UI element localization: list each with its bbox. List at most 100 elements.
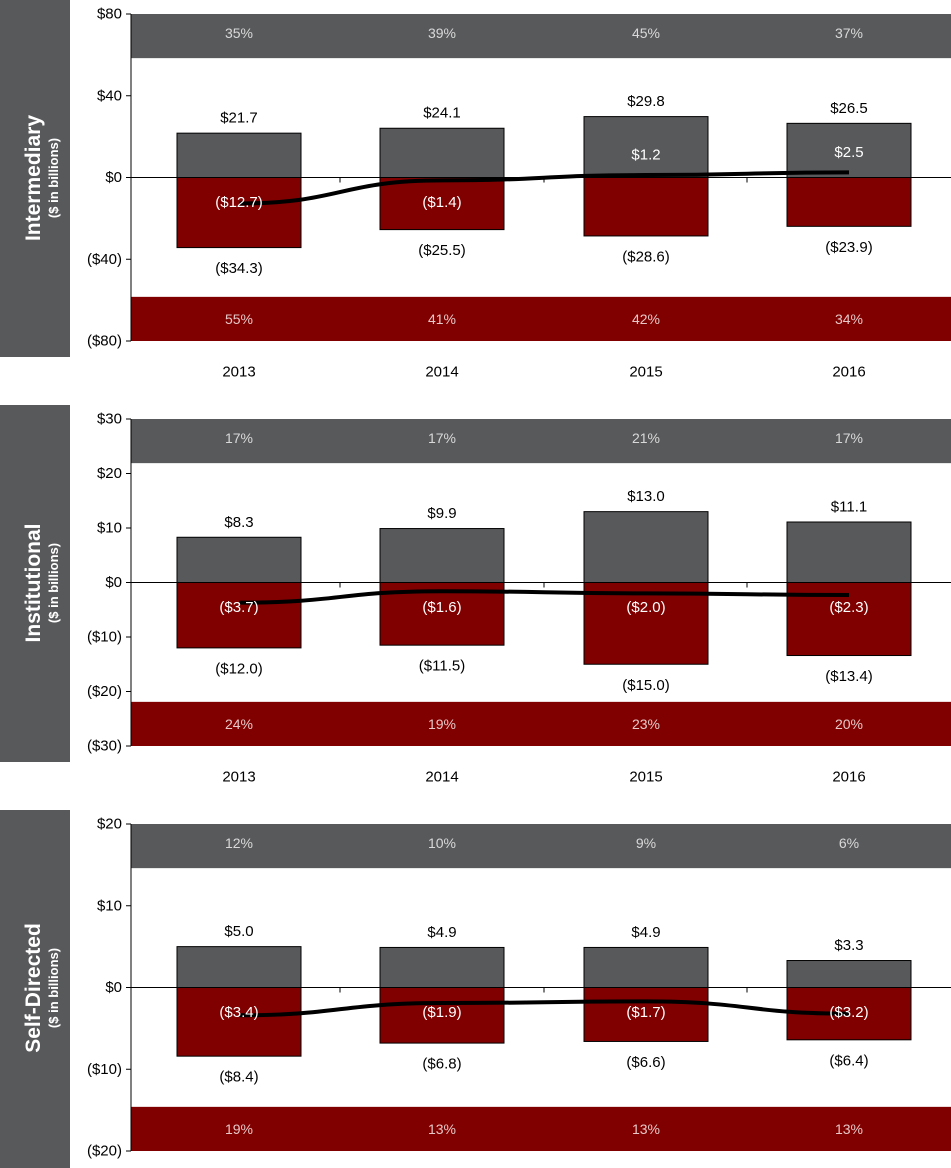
top-share-band [131,419,951,464]
negative-bar [176,177,302,249]
net-value-label: ($12.7) [215,194,263,211]
negative-bar [583,177,709,237]
side-label-svg: Institutional ($ in billions) [22,524,61,643]
net-value-label: ($2.3) [829,599,868,616]
panel-subtitle: ($ in billions) [46,138,61,218]
side-label-svg: Self-Directed ($ in billions) [22,923,61,1053]
y-tick-label: $30 [97,411,122,428]
panel-subtitle: ($ in billions) [46,543,61,623]
positive-value-label: $3.3 [834,937,863,954]
bottom-share-label: 23% [632,716,660,732]
top-share-label: 17% [225,430,253,446]
positive-value-label: $8.3 [224,514,253,531]
top-share-label: 45% [632,25,660,41]
y-tick-label: $0 [105,574,122,591]
bottom-share-band [131,296,951,341]
positive-bar [379,127,505,178]
positive-value-label: $24.1 [423,105,461,122]
positive-value-label: $13.0 [627,488,665,505]
y-tick-label: $80 [97,6,122,23]
y-tick-label: $0 [105,169,122,186]
top-share-label: 12% [225,835,253,851]
bottom-share-label: 34% [835,311,863,327]
top-share-band [131,824,951,869]
bottom-share-label: 41% [428,311,456,327]
chart-plot-intermediary: $80 $40 $0 ($40) ($80) $21.7 ($34.3) 35% 55% 2013… [87,6,951,381]
panel-title: Institutional [22,524,45,643]
y-tick-label: $20 [97,816,122,833]
y-tick-label: ($30) [87,738,122,755]
bottom-share-label: 13% [428,1121,456,1137]
y-tick-label: ($10) [87,629,122,646]
panel-title: Intermediary [22,115,45,241]
positive-value-label: $9.9 [427,505,456,522]
positive-value-label: $26.5 [830,100,868,117]
net-value-label: ($1.4) [422,194,461,211]
positive-value-label: $29.8 [627,93,665,110]
negative-value-label: ($8.4) [219,1069,258,1086]
side-label-svg: Intermediary ($ in billions) [22,115,61,241]
net-value-label: $1.2 [631,147,660,164]
net-value-label: ($1.9) [422,1004,461,1021]
positive-bar [176,946,302,988]
positive-bar [379,946,505,989]
positive-bar [583,511,709,583]
top-share-label: 6% [839,835,859,851]
panel-title: Self-Directed [22,923,45,1053]
bottom-share-band [131,1106,951,1151]
top-share-label: 37% [835,25,863,41]
y-tick-label: $40 [97,87,122,104]
net-value-label: ($3.7) [219,599,258,616]
x-category-label: 2014 [425,364,458,381]
negative-bar [786,177,912,227]
negative-value-label: ($6.4) [829,1052,868,1069]
positive-value-label: $11.1 [831,499,867,516]
negative-value-label: ($6.8) [422,1056,461,1073]
positive-bar [786,122,912,178]
positive-bar [176,132,302,178]
top-share-label: 9% [636,835,656,851]
top-share-label: 17% [835,430,863,446]
y-tick-label: $10 [97,897,122,914]
net-value-label: ($1.7) [626,1004,665,1021]
net-value-label: $2.5 [834,144,863,161]
net-value-label: ($2.0) [626,599,665,616]
x-category-label: 2013 [222,364,255,381]
y-tick-label: $10 [97,520,122,537]
net-value-label: ($3.4) [219,1004,258,1021]
y-tick-label: ($40) [87,251,122,268]
negative-value-label: ($11.5) [419,658,465,675]
x-category-label: 2015 [629,769,662,786]
positive-bar [583,946,709,989]
net-value-label: ($3.2) [829,1004,868,1021]
bottom-share-label: 20% [835,716,863,732]
negative-value-label: ($15.0) [622,677,670,694]
panel-self-directed: Self-Directed ($ in billions) $20 $10 $0 ($… [0,810,951,1168]
x-category-label: 2016 [832,364,865,381]
bottom-share-label: 13% [835,1121,863,1137]
bottom-share-band [131,701,951,746]
negative-value-label: ($23.9) [825,239,873,256]
positive-bar [176,536,302,583]
top-share-label: 10% [428,835,456,851]
positive-bar [786,521,912,583]
x-category-label: 2014 [425,769,458,786]
positive-bar [583,116,709,179]
net-value-label: ($1.6) [422,599,461,616]
negative-bar [583,987,709,1042]
bottom-share-label: 24% [225,716,253,732]
y-tick-label: $0 [105,979,122,996]
x-category-label: 2015 [629,364,662,381]
y-tick-label: ($80) [87,333,122,350]
bottom-share-label: 13% [632,1121,660,1137]
panel-side-label: Intermediary ($ in billions) [0,0,70,357]
negative-bar [176,987,302,1057]
x-category-label: 2013 [222,769,255,786]
bottom-share-label: 19% [428,716,456,732]
net-flow-line [238,170,850,206]
negative-value-label: ($25.5) [418,242,466,259]
net-flow-line [238,999,850,1018]
top-share-label: 39% [428,25,456,41]
y-tick-label: ($10) [87,1061,122,1078]
negative-value-label: ($28.6) [622,248,670,265]
